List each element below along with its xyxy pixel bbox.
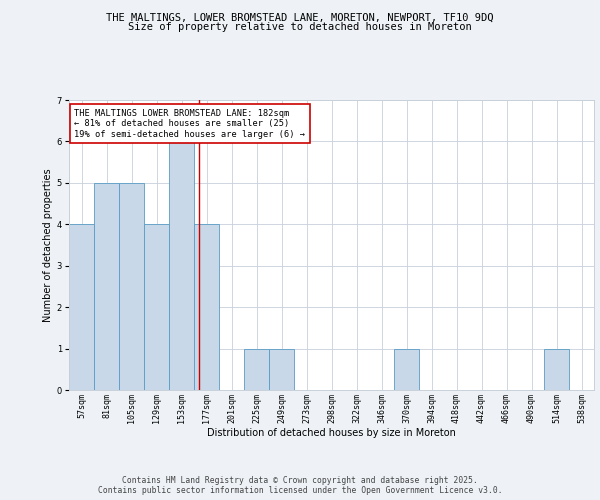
Bar	[94, 183, 119, 390]
Bar	[544, 348, 569, 390]
Bar	[194, 224, 218, 390]
Bar	[269, 348, 293, 390]
Bar	[169, 142, 194, 390]
Text: THE MALTINGS, LOWER BROMSTEAD LANE, MORETON, NEWPORT, TF10 9DQ: THE MALTINGS, LOWER BROMSTEAD LANE, MORE…	[106, 12, 494, 22]
Bar	[244, 348, 269, 390]
Bar	[394, 348, 419, 390]
Bar	[119, 183, 143, 390]
Bar	[145, 224, 169, 390]
Bar	[70, 224, 94, 390]
Y-axis label: Number of detached properties: Number of detached properties	[43, 168, 53, 322]
Text: Contains HM Land Registry data © Crown copyright and database right 2025.
Contai: Contains HM Land Registry data © Crown c…	[98, 476, 502, 495]
Text: Size of property relative to detached houses in Moreton: Size of property relative to detached ho…	[128, 22, 472, 32]
X-axis label: Distribution of detached houses by size in Moreton: Distribution of detached houses by size …	[207, 428, 456, 438]
Text: THE MALTINGS LOWER BROMSTEAD LANE: 182sqm
← 81% of detached houses are smaller (: THE MALTINGS LOWER BROMSTEAD LANE: 182sq…	[74, 108, 305, 138]
